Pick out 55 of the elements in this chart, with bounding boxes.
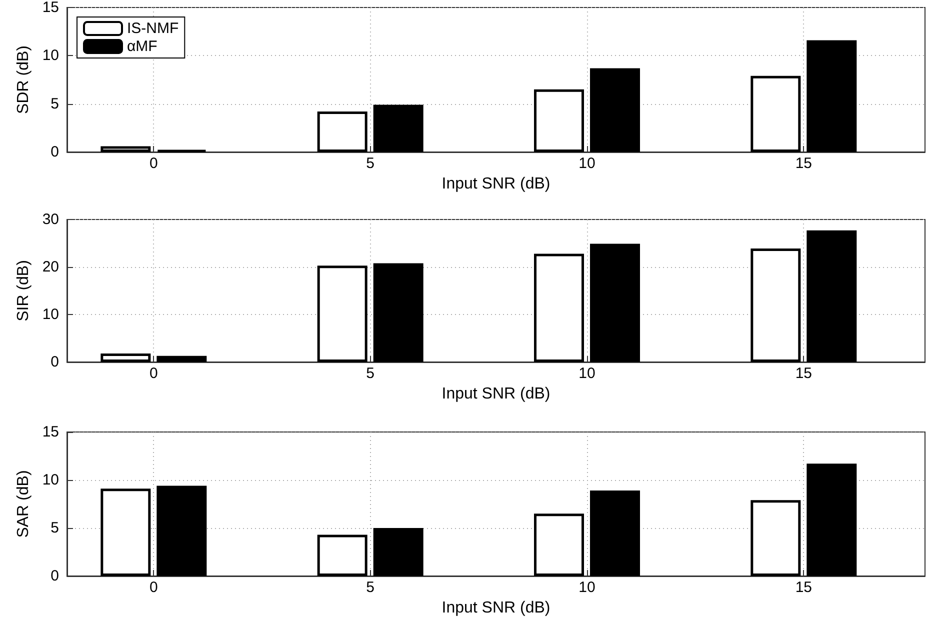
x-tick-label: 5: [366, 155, 375, 172]
x-tick-label: 0: [149, 155, 158, 172]
bar: [590, 68, 640, 152]
bar: [750, 76, 801, 152]
bar: [806, 40, 857, 152]
y-axis-title: SDR (dB): [14, 46, 32, 114]
y-tick-label: 0: [50, 144, 59, 160]
bar: [534, 254, 584, 362]
y-tick-label: 15: [42, 424, 59, 440]
bar: [806, 230, 857, 362]
x-tick-label: 15: [795, 155, 812, 172]
bar: [373, 528, 424, 576]
bar: [100, 146, 151, 152]
bar: [373, 104, 424, 152]
y-tick-label: 5: [50, 520, 59, 536]
bar: [373, 263, 424, 362]
bar: [590, 490, 640, 576]
bar: [317, 112, 368, 152]
x-tick-label: 0: [149, 579, 158, 596]
y-tick-label: 10: [42, 306, 59, 323]
x-tick-label: 5: [366, 365, 375, 382]
y-axis-title: SIR (dB): [14, 260, 32, 322]
bar: [750, 500, 801, 576]
x-tick-label: 5: [366, 579, 375, 596]
y-tick-label: 15: [42, 0, 59, 16]
y-tick-label: 20: [42, 258, 59, 276]
x-tick-label: 10: [578, 155, 596, 172]
legend-label: αMF: [127, 38, 158, 55]
y-tick-label: 0: [50, 568, 59, 584]
x-axis-title: Input SNR (dB): [442, 385, 550, 402]
bar: [100, 488, 151, 576]
y-tick-label: 0: [50, 354, 59, 370]
x-tick-label: 15: [795, 365, 812, 382]
bar: [317, 266, 368, 362]
bar: [534, 514, 584, 576]
y-tick-label: 5: [50, 95, 59, 112]
x-axis-title: Input SNR (dB): [442, 599, 550, 616]
x-axis-title: Input SNR (dB): [442, 175, 550, 192]
y-tick-label: 10: [42, 47, 59, 64]
bar: [590, 244, 640, 362]
y-tick-label: 10: [42, 472, 59, 488]
y-axis-title: SAR (dB): [14, 470, 32, 538]
bar: [317, 534, 368, 576]
bar: [806, 464, 857, 576]
bar: [750, 248, 801, 362]
y-tick-label: 30: [42, 211, 59, 228]
legend-label: IS-NMF: [127, 20, 179, 37]
x-tick-label: 10: [578, 579, 596, 596]
x-tick-label: 0: [149, 365, 158, 382]
bar: [156, 486, 207, 576]
bar: [100, 353, 151, 362]
x-tick-label: 10: [578, 365, 596, 382]
bar: [156, 356, 207, 362]
x-tick-label: 15: [795, 579, 812, 596]
bar: [534, 89, 584, 152]
